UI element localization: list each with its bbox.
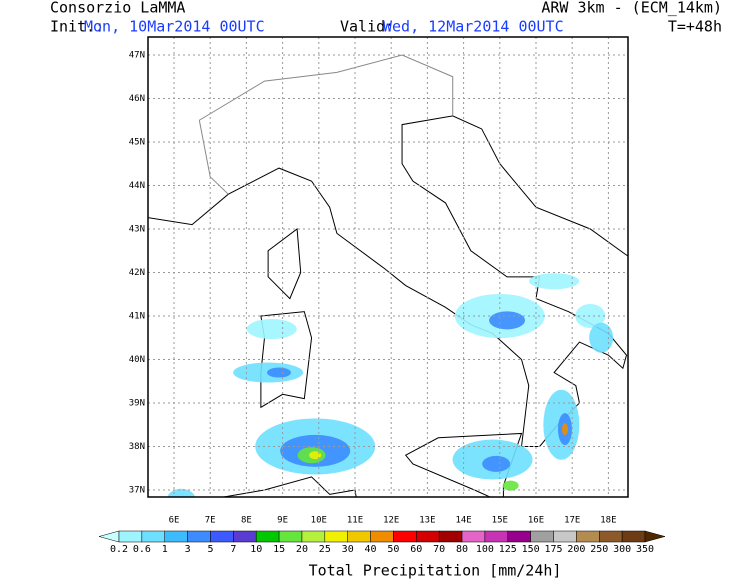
legend-swatch [141,530,165,543]
legend-level: 50 [387,544,399,555]
lon-tick-label: 6E [169,516,180,526]
corsica [267,228,302,300]
lat-tick-label: 41N [129,312,145,322]
lon-tick-label: 9E [277,516,288,526]
legend-level: 80 [456,544,468,555]
lat-tick-label: 42N [129,268,145,278]
precip-area [502,480,519,491]
africa [220,476,357,497]
model: ARW 3km - (ECM_14km) [541,0,722,17]
lon-tick-label: 8E [241,516,252,526]
precip-area [309,451,322,460]
precip-area [266,367,291,378]
precip-area [482,455,511,472]
legend-swatch [370,530,394,543]
legend-level: 5 [207,544,213,555]
border [199,54,454,121]
legend-level: 70 [433,544,445,555]
valid-label: Valid: [340,18,394,36]
legend-level: 20 [296,544,308,555]
lat-tick-label: 45N [129,138,145,148]
legend-swatch [210,530,234,543]
legend-level: 0.2 [110,544,128,555]
precip-area [589,322,614,353]
legend-level: 60 [410,544,422,555]
legend-swatch [301,530,326,543]
lat-tick-label: 43N [129,225,145,235]
lon-tick-label: 15E [492,516,508,526]
legend-title: Total Precipitation [mm/24h] [309,562,562,580]
precip-area [167,488,196,497]
precip-area [489,311,526,330]
valid-time: Wed, 12Mar2014 00UTC [383,18,564,36]
legend-level: 15 [273,544,285,555]
lon-tick-label: 11E [347,516,363,526]
legend-arrow [98,530,120,543]
legend-level: 10 [250,544,262,555]
legend-swatch [278,530,303,543]
legend-level: 7 [230,544,236,555]
lead-time: T=+48h [668,18,722,36]
legend-level: 100 [476,544,494,555]
legend-level: 200 [567,544,585,555]
lat-tick-label: 38N [129,442,145,452]
map-area [148,37,628,497]
precip-area [561,423,568,436]
lat-tick-label: 39N [129,399,145,409]
lat-tick-label: 40N [129,355,145,365]
lon-tick-label: 16E [528,516,544,526]
legend-swatch [484,530,509,543]
legend-level: 150 [522,544,540,555]
legend-level: 125 [499,544,517,555]
legend-swatch [416,530,440,543]
legend-swatch [553,530,577,543]
legend-level: 300 [613,544,631,555]
legend-swatch [530,530,554,543]
precip-area [575,304,606,328]
legend-arrow [644,530,666,543]
legend-swatch [461,530,486,543]
lon-tick-label: 14E [455,516,471,526]
border [198,120,229,195]
legend-swatch [599,530,623,543]
lon-tick-label: 10E [311,516,327,526]
lon-tick-label: 13E [419,516,435,526]
lat-tick-label: 44N [129,181,145,191]
legend-level: 250 [590,544,608,555]
lat-tick-label: 46N [129,94,145,104]
lat-tick-label: 37N [129,486,145,496]
lon-tick-label: 7E [205,516,216,526]
legend-level: 25 [319,544,331,555]
legend-level: 1 [162,544,168,555]
legend-swatch [324,530,348,543]
legend-level: 350 [636,544,654,555]
legend-level: 40 [365,544,377,555]
init-time: Mon, 10Mar2014 00UTC [84,18,265,36]
lat-tick-label: 47N [129,51,145,61]
legend-level: 3 [185,544,191,555]
map-frame [147,36,629,498]
legend-swatch [233,530,257,543]
precip-area [529,273,580,290]
legend-swatch [507,530,531,543]
legend-swatch [118,530,143,543]
legend-level: 0.6 [133,544,151,555]
lon-tick-label: 18E [600,516,616,526]
precip-area [246,319,297,340]
legend-swatch [438,530,463,543]
legend-level: 30 [342,544,354,555]
legend-swatch [393,530,417,543]
legend-swatch [621,530,646,543]
lon-tick-label: 12E [383,516,399,526]
lon-tick-label: 17E [564,516,580,526]
legend-swatch [576,530,600,543]
legend-swatch [347,530,371,543]
legend-swatch [164,530,188,543]
init-label: Init.: [50,18,104,36]
title: Consorzio LaMMA [50,0,185,17]
legend-swatch [255,530,280,543]
legend-level: 175 [544,544,562,555]
legend-swatch [187,530,211,543]
